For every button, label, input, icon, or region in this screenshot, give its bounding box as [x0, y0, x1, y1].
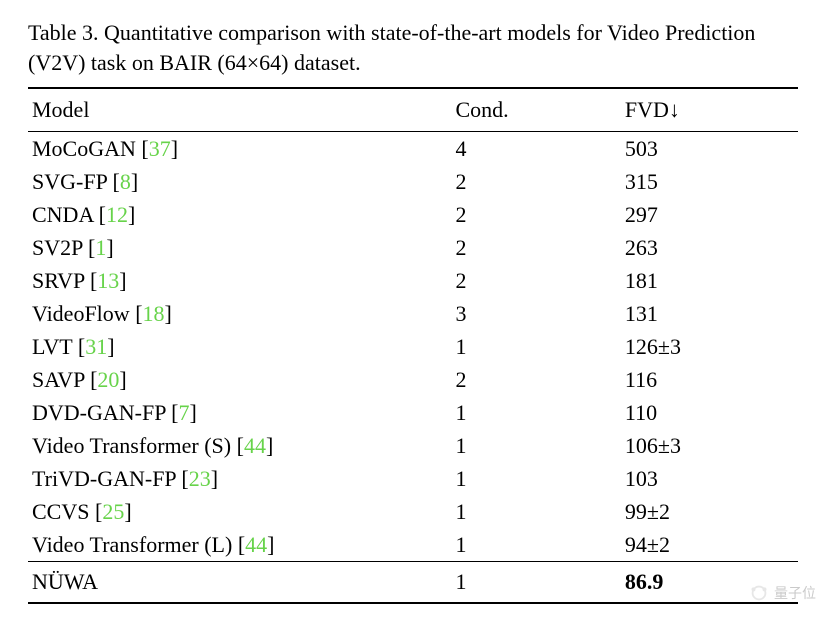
cell-model: NÜWA — [28, 562, 452, 604]
cell-cond: 2 — [452, 363, 621, 396]
table-header-row: Model Cond. FVD↓ — [28, 88, 798, 132]
cell-fvd: 99±2 — [621, 495, 798, 528]
cell-fvd: 131 — [621, 297, 798, 330]
cell-cond: 2 — [452, 264, 621, 297]
citation-ref: 25 — [102, 499, 124, 524]
cell-fvd: 110 — [621, 396, 798, 429]
cell-fvd: 106±3 — [621, 429, 798, 462]
table-row: SV2P [1]2263 — [28, 231, 798, 264]
citation-ref: 18 — [143, 301, 165, 326]
table-row: SVG-FP [8]2315 — [28, 165, 798, 198]
cell-cond: 1 — [452, 495, 621, 528]
results-table: Model Cond. FVD↓ MoCoGAN [37]4503SVG-FP … — [28, 87, 798, 604]
citation-ref: 31 — [85, 334, 107, 359]
citation-ref: 37 — [149, 136, 171, 161]
cell-model: SVG-FP [8] — [28, 165, 452, 198]
cell-cond: 1 — [452, 462, 621, 495]
col-cond: Cond. — [452, 88, 621, 132]
cell-model: LVT [31] — [28, 330, 452, 363]
model-name: SV2P — [32, 235, 88, 260]
citation-ref: 8 — [120, 169, 131, 194]
cell-fvd: 103 — [621, 462, 798, 495]
model-name: SRVP — [32, 268, 90, 293]
col-fvd: FVD↓ — [621, 88, 798, 132]
table-row: SAVP [20]2116 — [28, 363, 798, 396]
cell-cond: 4 — [452, 132, 621, 166]
table-caption: Table 3. Quantitative comparison with st… — [28, 18, 798, 77]
table-row: TriVD-GAN-FP [23]1103 — [28, 462, 798, 495]
cell-fvd: 126±3 — [621, 330, 798, 363]
col-model: Model — [28, 88, 452, 132]
cell-model: Video Transformer (L) [44] — [28, 528, 452, 562]
cell-cond: 1 — [452, 396, 621, 429]
table-row: Video Transformer (S) [44]1106±3 — [28, 429, 798, 462]
cell-model: SAVP [20] — [28, 363, 452, 396]
cell-cond: 1 — [452, 429, 621, 462]
cell-model: DVD-GAN-FP [7] — [28, 396, 452, 429]
cell-fvd: 116 — [621, 363, 798, 396]
model-name: Video Transformer (S) — [32, 433, 237, 458]
cell-cond: 1 — [452, 330, 621, 363]
cell-cond: 2 — [452, 231, 621, 264]
table-row: CNDA [12]2297 — [28, 198, 798, 231]
model-name: TriVD-GAN-FP — [32, 466, 181, 491]
cell-model: MoCoGAN [37] — [28, 132, 452, 166]
cell-model: TriVD-GAN-FP [23] — [28, 462, 452, 495]
citation-ref: 20 — [97, 367, 119, 392]
citation-ref: 44 — [244, 433, 266, 458]
citation-ref: 44 — [245, 532, 267, 557]
citation-ref: 7 — [178, 400, 189, 425]
caption-text: Quantitative comparison with state-of-th… — [28, 20, 755, 75]
cell-cond: 2 — [452, 165, 621, 198]
cell-model: SRVP [13] — [28, 264, 452, 297]
cell-cond: 3 — [452, 297, 621, 330]
caption-prefix: Table 3. — [28, 20, 99, 45]
table-row: Video Transformer (L) [44]194±2 — [28, 528, 798, 562]
table-body: MoCoGAN [37]4503SVG-FP [8]2315CNDA [12]2… — [28, 132, 798, 604]
cell-fvd: 181 — [621, 264, 798, 297]
citation-ref: 1 — [95, 235, 106, 260]
table-row: CCVS [25]199±2 — [28, 495, 798, 528]
model-name: LVT — [32, 334, 78, 359]
cell-model: VideoFlow [18] — [28, 297, 452, 330]
cell-model: Video Transformer (S) [44] — [28, 429, 452, 462]
model-name: MoCoGAN — [32, 136, 141, 161]
cell-fvd: 297 — [621, 198, 798, 231]
table-row: SRVP [13]2181 — [28, 264, 798, 297]
cell-fvd: 263 — [621, 231, 798, 264]
table-row: MoCoGAN [37]4503 — [28, 132, 798, 166]
cell-cond: 1 — [452, 562, 621, 604]
model-name: VideoFlow — [32, 301, 135, 326]
citation-ref: 23 — [189, 466, 211, 491]
table-row: VideoFlow [18]3131 — [28, 297, 798, 330]
model-name: SAVP — [32, 367, 90, 392]
cell-fvd: 315 — [621, 165, 798, 198]
model-name: CCVS — [32, 499, 95, 524]
cell-cond: 2 — [452, 198, 621, 231]
table-row-highlight: NÜWA186.9 — [28, 562, 798, 604]
model-name: SVG-FP — [32, 169, 113, 194]
cell-fvd: 503 — [621, 132, 798, 166]
table-row: DVD-GAN-FP [7]1110 — [28, 396, 798, 429]
model-name: Video Transformer (L) — [32, 532, 238, 557]
cell-cond: 1 — [452, 528, 621, 562]
cell-model: SV2P [1] — [28, 231, 452, 264]
model-name: DVD-GAN-FP — [32, 400, 171, 425]
cell-model: CCVS [25] — [28, 495, 452, 528]
table-row: LVT [31]1126±3 — [28, 330, 798, 363]
model-name: CNDA — [32, 202, 99, 227]
citation-ref: 13 — [97, 268, 119, 293]
page: Table 3. Quantitative comparison with st… — [0, 0, 826, 628]
cell-fvd: 94±2 — [621, 528, 798, 562]
cell-model: CNDA [12] — [28, 198, 452, 231]
citation-ref: 12 — [106, 202, 128, 227]
cell-fvd: 86.9 — [621, 562, 798, 604]
